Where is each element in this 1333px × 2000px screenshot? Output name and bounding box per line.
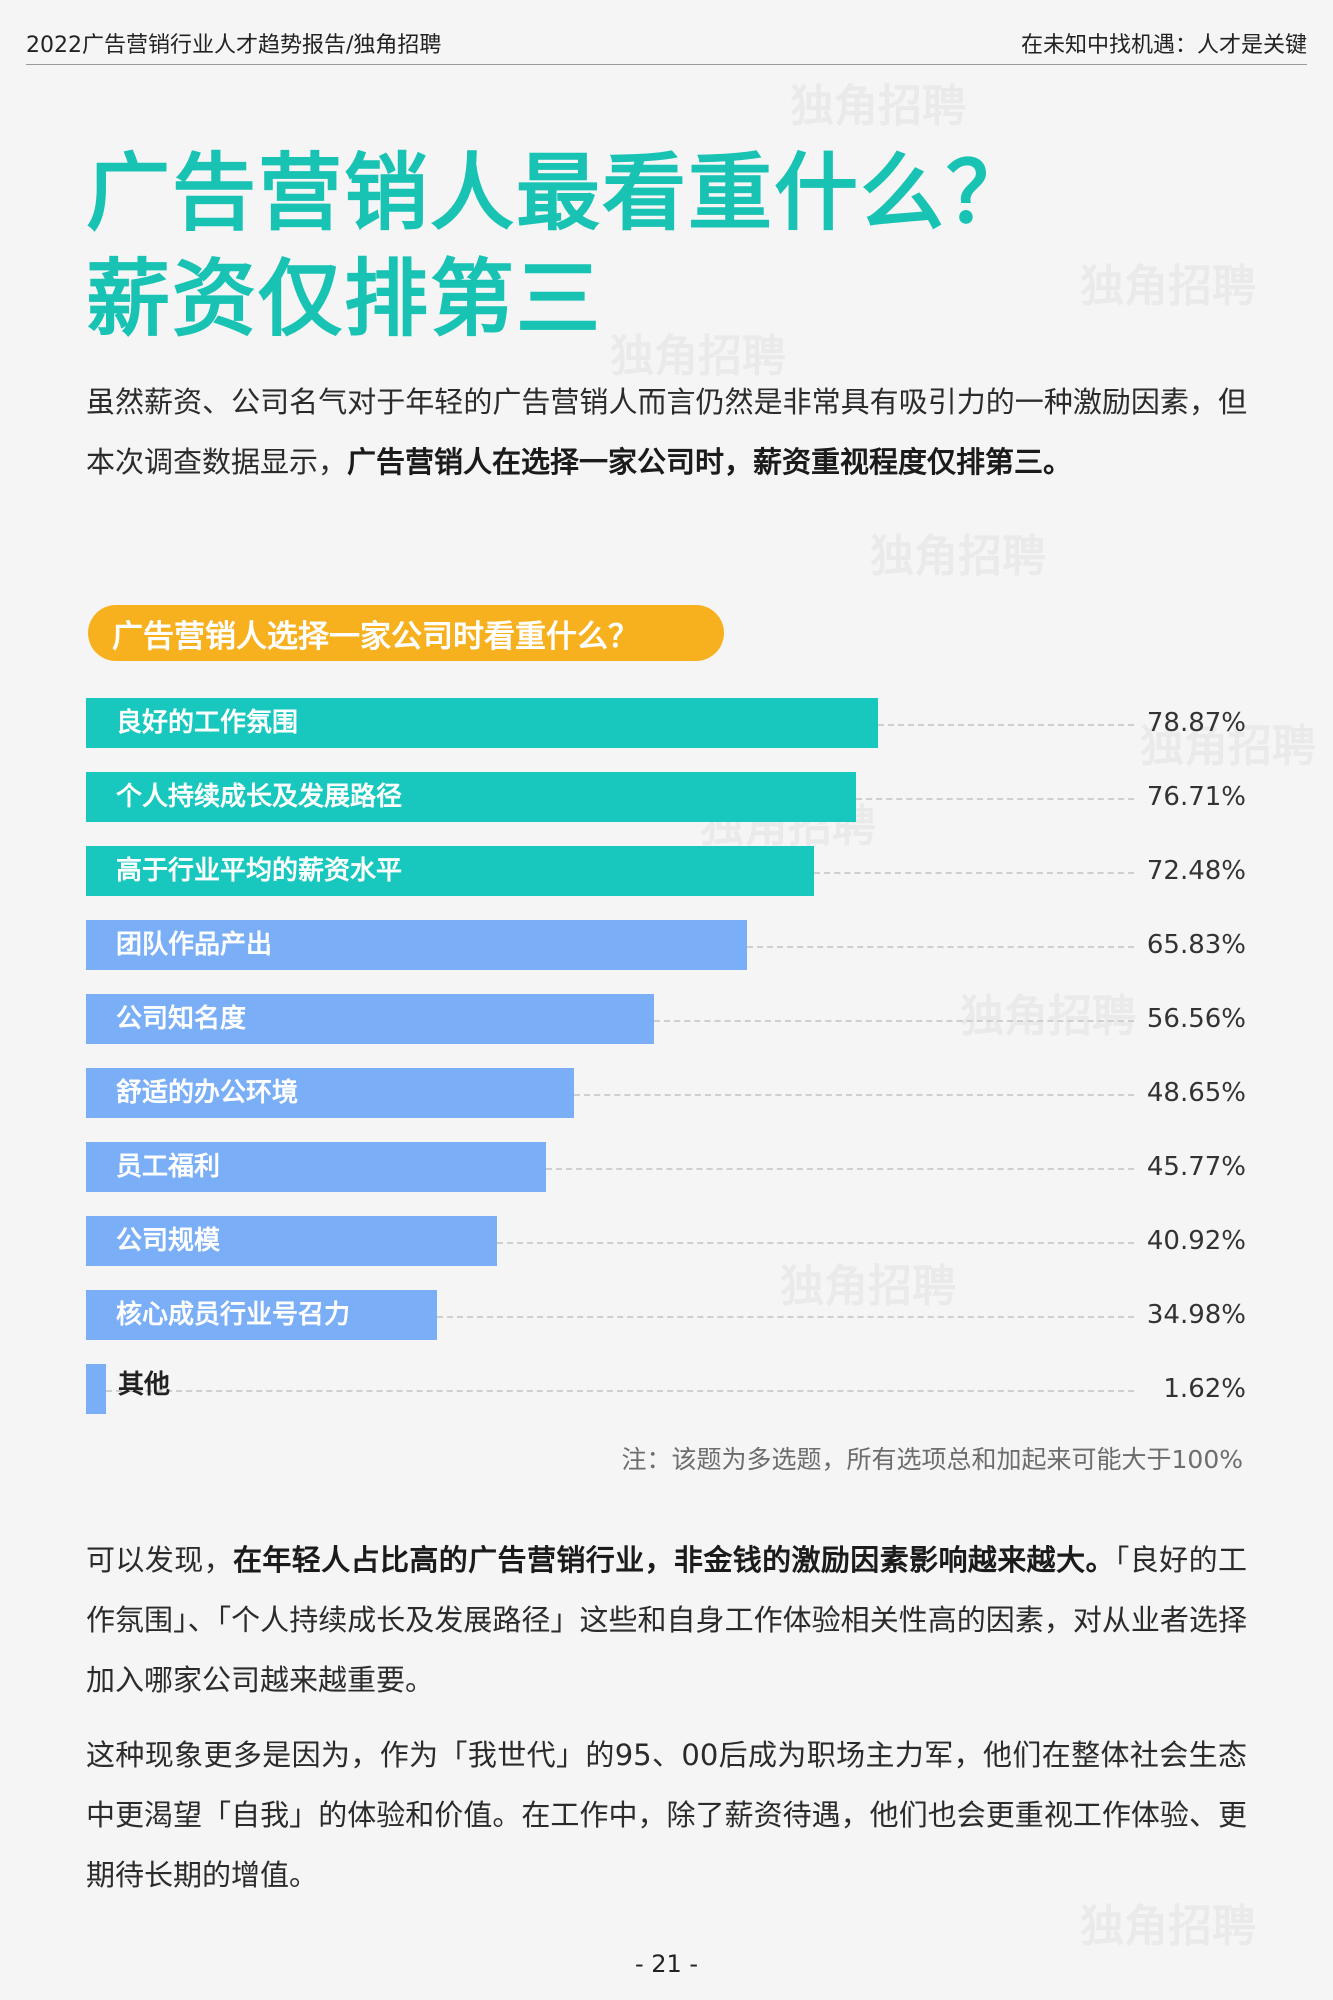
chart-row: 核心成员行业号召力 34.98% xyxy=(86,1290,1246,1364)
watermark: 独角招聘 xyxy=(870,520,1046,584)
chart-leader-line xyxy=(856,798,1134,800)
page-title-line2: 薪资仅排第三 xyxy=(86,250,603,348)
chart-value-label: 72.48% xyxy=(1146,856,1246,886)
chart-value-label: 56.56% xyxy=(1146,1004,1246,1034)
chart-bar xyxy=(86,1216,497,1266)
chart-value-label: 1.62% xyxy=(1163,1374,1246,1404)
page-title-line1: 广告营销人最看重什么？ xyxy=(86,144,1033,242)
chart-row: 舒适的办公环境 48.65% xyxy=(86,1068,1246,1142)
chart-category-label: 员工福利 xyxy=(116,1152,221,1182)
para1-highlight: 在年轻人占比高的广告营销行业，非金钱的激励因素影响越来越大。 xyxy=(232,1543,1115,1577)
chart-bar xyxy=(86,1290,437,1340)
chart-bar xyxy=(86,846,814,896)
chart-leader-line xyxy=(814,872,1134,874)
page-number: - 21 - xyxy=(634,1950,699,1978)
chart-leader-line xyxy=(106,1390,1134,1392)
watermark: 独角招聘 xyxy=(790,70,966,134)
chart-leader-line xyxy=(878,724,1134,726)
chart-leader-line xyxy=(654,1020,1134,1022)
para1-text-start: 可以发现， xyxy=(86,1543,233,1577)
paragraph-findings: 可以发现，在年轻人占比高的广告营销行业，非金钱的激励因素影响越来越大。「良好的工… xyxy=(86,1530,1247,1710)
chart-bar xyxy=(86,1068,574,1118)
intro-highlight: 广告营销人在选择一家公司时，薪资重视程度仅排第三。 xyxy=(347,445,1073,479)
chart-row: 高于行业平均的薪资水平 72.48% xyxy=(86,846,1246,920)
chart-category-label: 核心成员行业号召力 xyxy=(116,1300,351,1330)
chart-bar xyxy=(86,698,878,748)
header-section-title: 在未知中找机遇：人才是关键 xyxy=(1020,33,1307,58)
chart-leader-line xyxy=(437,1316,1134,1318)
chart-row: 个人持续成长及发展路径 76.71% xyxy=(86,772,1246,846)
chart-leader-line xyxy=(574,1094,1134,1096)
chart-category-label: 个人持续成长及发展路径 xyxy=(116,782,403,812)
chart-category-label: 舒适的办公环境 xyxy=(116,1078,299,1108)
paragraph-explanation: 这种现象更多是因为，作为「我世代」的95、00后成为职场主力军，他们在整体社会生… xyxy=(86,1738,1247,1892)
chart-bar xyxy=(86,772,856,822)
page-header: 2022广告营销行业人才趋势报告/独角招聘 在未知中找机遇：人才是关键 xyxy=(26,22,1307,65)
chart-category-label: 高于行业平均的薪资水平 xyxy=(116,856,403,886)
chart-category-label: 团队作品产出 xyxy=(116,930,273,960)
chart-row: 其他 1.62% xyxy=(86,1364,1246,1438)
chart-bar xyxy=(86,994,654,1044)
chart-leader-line xyxy=(497,1242,1134,1244)
chart-row: 员工福利 45.77% xyxy=(86,1142,1246,1216)
chart-note: 注：该题为多选题，所有选项总和加起来可能大于100% xyxy=(621,1445,1243,1474)
chart-bar xyxy=(86,1364,106,1414)
chart-leader-line xyxy=(747,946,1134,948)
chart-value-label: 65.83% xyxy=(1146,930,1246,960)
chart-row: 公司知名度 56.56% xyxy=(86,994,1246,1068)
intro-paragraph: 虽然薪资、公司名气对于年轻的广告营销人而言仍然是非常具有吸引力的一种激励因素，但… xyxy=(86,372,1247,492)
chart-category-label: 良好的工作氛围 xyxy=(116,708,299,738)
chart-bar xyxy=(86,920,747,970)
bar-chart: 良好的工作氛围 78.87% 个人持续成长及发展路径 76.71% 高于行业平均的薪资水… xyxy=(86,698,1246,1438)
chart-row: 团队作品产出 65.83% xyxy=(86,920,1246,994)
chart-value-label: 40.92% xyxy=(1146,1226,1246,1256)
chart-row: 良好的工作氛围 78.87% xyxy=(86,698,1246,772)
page-title: 广告营销人最看重什么？ 薪资仅排第三 xyxy=(86,140,1032,352)
chart-row: 公司规模 40.92% xyxy=(86,1216,1246,1290)
chart-category-label: 公司规模 xyxy=(116,1226,221,1256)
chart-title-pill: 广告营销人选择一家公司时看重什么？ xyxy=(88,605,724,661)
chart-category-label: 公司知名度 xyxy=(116,1004,247,1034)
chart-value-label: 48.65% xyxy=(1146,1078,1246,1108)
chart-bar xyxy=(86,1142,546,1192)
chart-value-label: 45.77% xyxy=(1146,1152,1246,1182)
chart-value-label: 34.98% xyxy=(1146,1300,1246,1330)
header-report-title: 2022广告营销行业人才趋势报告/独角招聘 xyxy=(26,33,442,58)
para1-text-end: 「良好的工作氛围」、「个人持续成长及发展路径」这些和自身工作体验相关性高的因素，… xyxy=(86,1543,1247,1697)
chart-value-label: 76.71% xyxy=(1146,782,1246,812)
chart-category-label: 其他 xyxy=(118,1370,171,1400)
intro-text: 虽然薪资、公司名气对于年轻的广告营销人而言仍然是非常具有吸引力的一种激励因素，但… xyxy=(86,385,1247,479)
chart-value-label: 78.87% xyxy=(1146,708,1246,738)
chart-leader-line xyxy=(546,1168,1134,1170)
watermark: 独角招聘 xyxy=(1080,250,1256,314)
